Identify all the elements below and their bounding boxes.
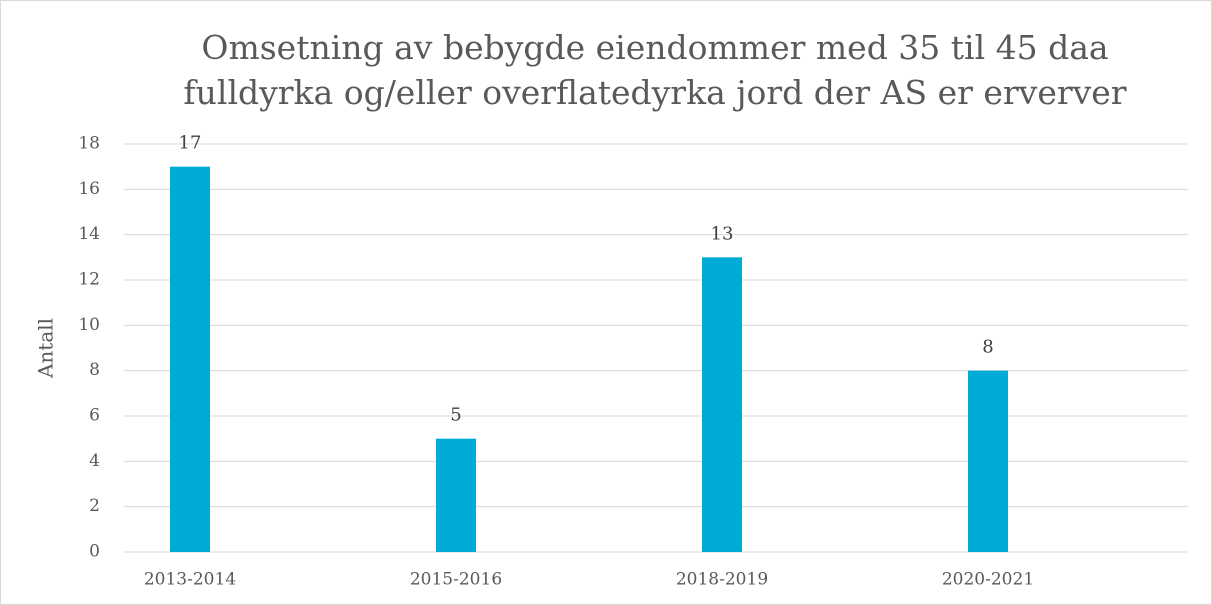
- y-axis-label: Antall: [34, 318, 58, 379]
- x-tick-label: 2013-2014: [144, 570, 236, 590]
- y-tick-label: 18: [78, 134, 100, 154]
- y-tick-label: 2: [89, 496, 100, 516]
- y-tick-label: 16: [78, 179, 100, 199]
- bar: [170, 166, 210, 552]
- x-tick-label: 2015-2016: [410, 570, 502, 590]
- value-label: 13: [711, 223, 734, 244]
- y-tick-label: 12: [78, 270, 100, 290]
- chart-title: fulldyrka og/eller overflatedyrka jord d…: [183, 73, 1126, 112]
- y-tick-label: 8: [89, 360, 100, 380]
- x-tick-label: 2018-2019: [676, 570, 768, 590]
- chart-title: Omsetning av bebygde eiendommer med 35 t…: [201, 28, 1108, 67]
- y-tick-label: 0: [89, 542, 100, 562]
- bar: [436, 438, 476, 552]
- bar: [968, 370, 1008, 552]
- x-tick-label: 2020-2021: [942, 570, 1034, 590]
- y-tick-label: 6: [89, 406, 100, 426]
- y-tick-label: 10: [78, 315, 100, 335]
- bar: [702, 257, 742, 552]
- value-label: 5: [450, 405, 461, 426]
- y-tick-label: 14: [78, 224, 100, 244]
- value-label: 8: [982, 337, 993, 358]
- y-tick-label: 4: [89, 451, 100, 471]
- value-label: 17: [179, 133, 202, 154]
